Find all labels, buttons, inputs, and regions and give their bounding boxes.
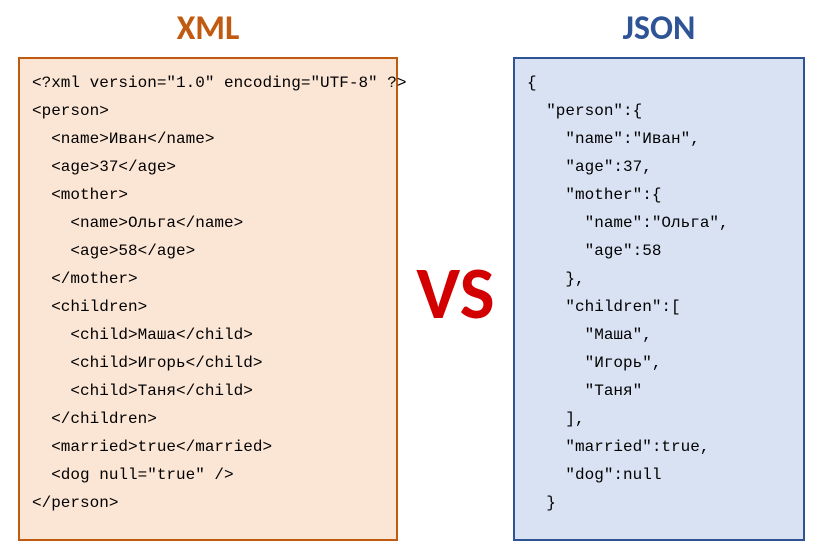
xml-code-line: <name>Ольга</name> <box>32 209 384 237</box>
xml-code-line: <children> <box>32 293 384 321</box>
xml-code-line: <married>true</married> <box>32 433 384 461</box>
json-code-line: "married":true, <box>527 433 791 461</box>
json-code-line: "person":{ <box>527 97 791 125</box>
xml-code-line: <mother> <box>32 181 384 209</box>
json-code-line: "name":"Ольга", <box>527 209 791 237</box>
json-code-line: "Маша", <box>527 321 791 349</box>
xml-code-line: </children> <box>32 405 384 433</box>
json-code-line: { <box>527 69 791 97</box>
xml-code-line: <child>Маша</child> <box>32 321 384 349</box>
comparison-wrapper: XML <?xml version="1.0" encoding="UTF-8"… <box>0 0 823 559</box>
xml-code-line: <dog null="true" /> <box>32 461 384 489</box>
json-code-line: }, <box>527 265 791 293</box>
xml-heading: XML <box>177 8 240 49</box>
xml-column: XML <?xml version="1.0" encoding="UTF-8"… <box>18 8 398 541</box>
json-code-line: "name":"Иван", <box>527 125 791 153</box>
xml-code-line: <name>Иван</name> <box>32 125 384 153</box>
xml-code-line: </mother> <box>32 265 384 293</box>
json-code-line: "dog":null <box>527 461 791 489</box>
json-code-line: "Игорь", <box>527 349 791 377</box>
xml-code-line: <person> <box>32 97 384 125</box>
json-code-line: "age":58 <box>527 237 791 265</box>
vs-column: VS <box>398 8 513 541</box>
json-code-line: "mother":{ <box>527 181 791 209</box>
json-code-line: ], <box>527 405 791 433</box>
xml-code-box: <?xml version="1.0" encoding="UTF-8" ?><… <box>18 57 398 541</box>
xml-code-line: <?xml version="1.0" encoding="UTF-8" ?> <box>32 69 384 97</box>
xml-code-line: <age>37</age> <box>32 153 384 181</box>
xml-code-line: <child>Игорь</child> <box>32 349 384 377</box>
json-column: JSON { "person":{ "name":"Иван", "age":3… <box>513 8 805 541</box>
xml-code-line: </person> <box>32 489 384 517</box>
json-code-line: "Таня" <box>527 377 791 405</box>
json-code-line: "age":37, <box>527 153 791 181</box>
json-heading: JSON <box>623 8 696 49</box>
xml-code-line: <child>Таня</child> <box>32 377 384 405</box>
json-code-line: "children":[ <box>527 293 791 321</box>
json-code-box: { "person":{ "name":"Иван", "age":37, "m… <box>513 57 805 541</box>
vs-label: VS <box>416 256 494 330</box>
xml-code-line: <age>58</age> <box>32 237 384 265</box>
json-code-line: } <box>527 489 791 517</box>
